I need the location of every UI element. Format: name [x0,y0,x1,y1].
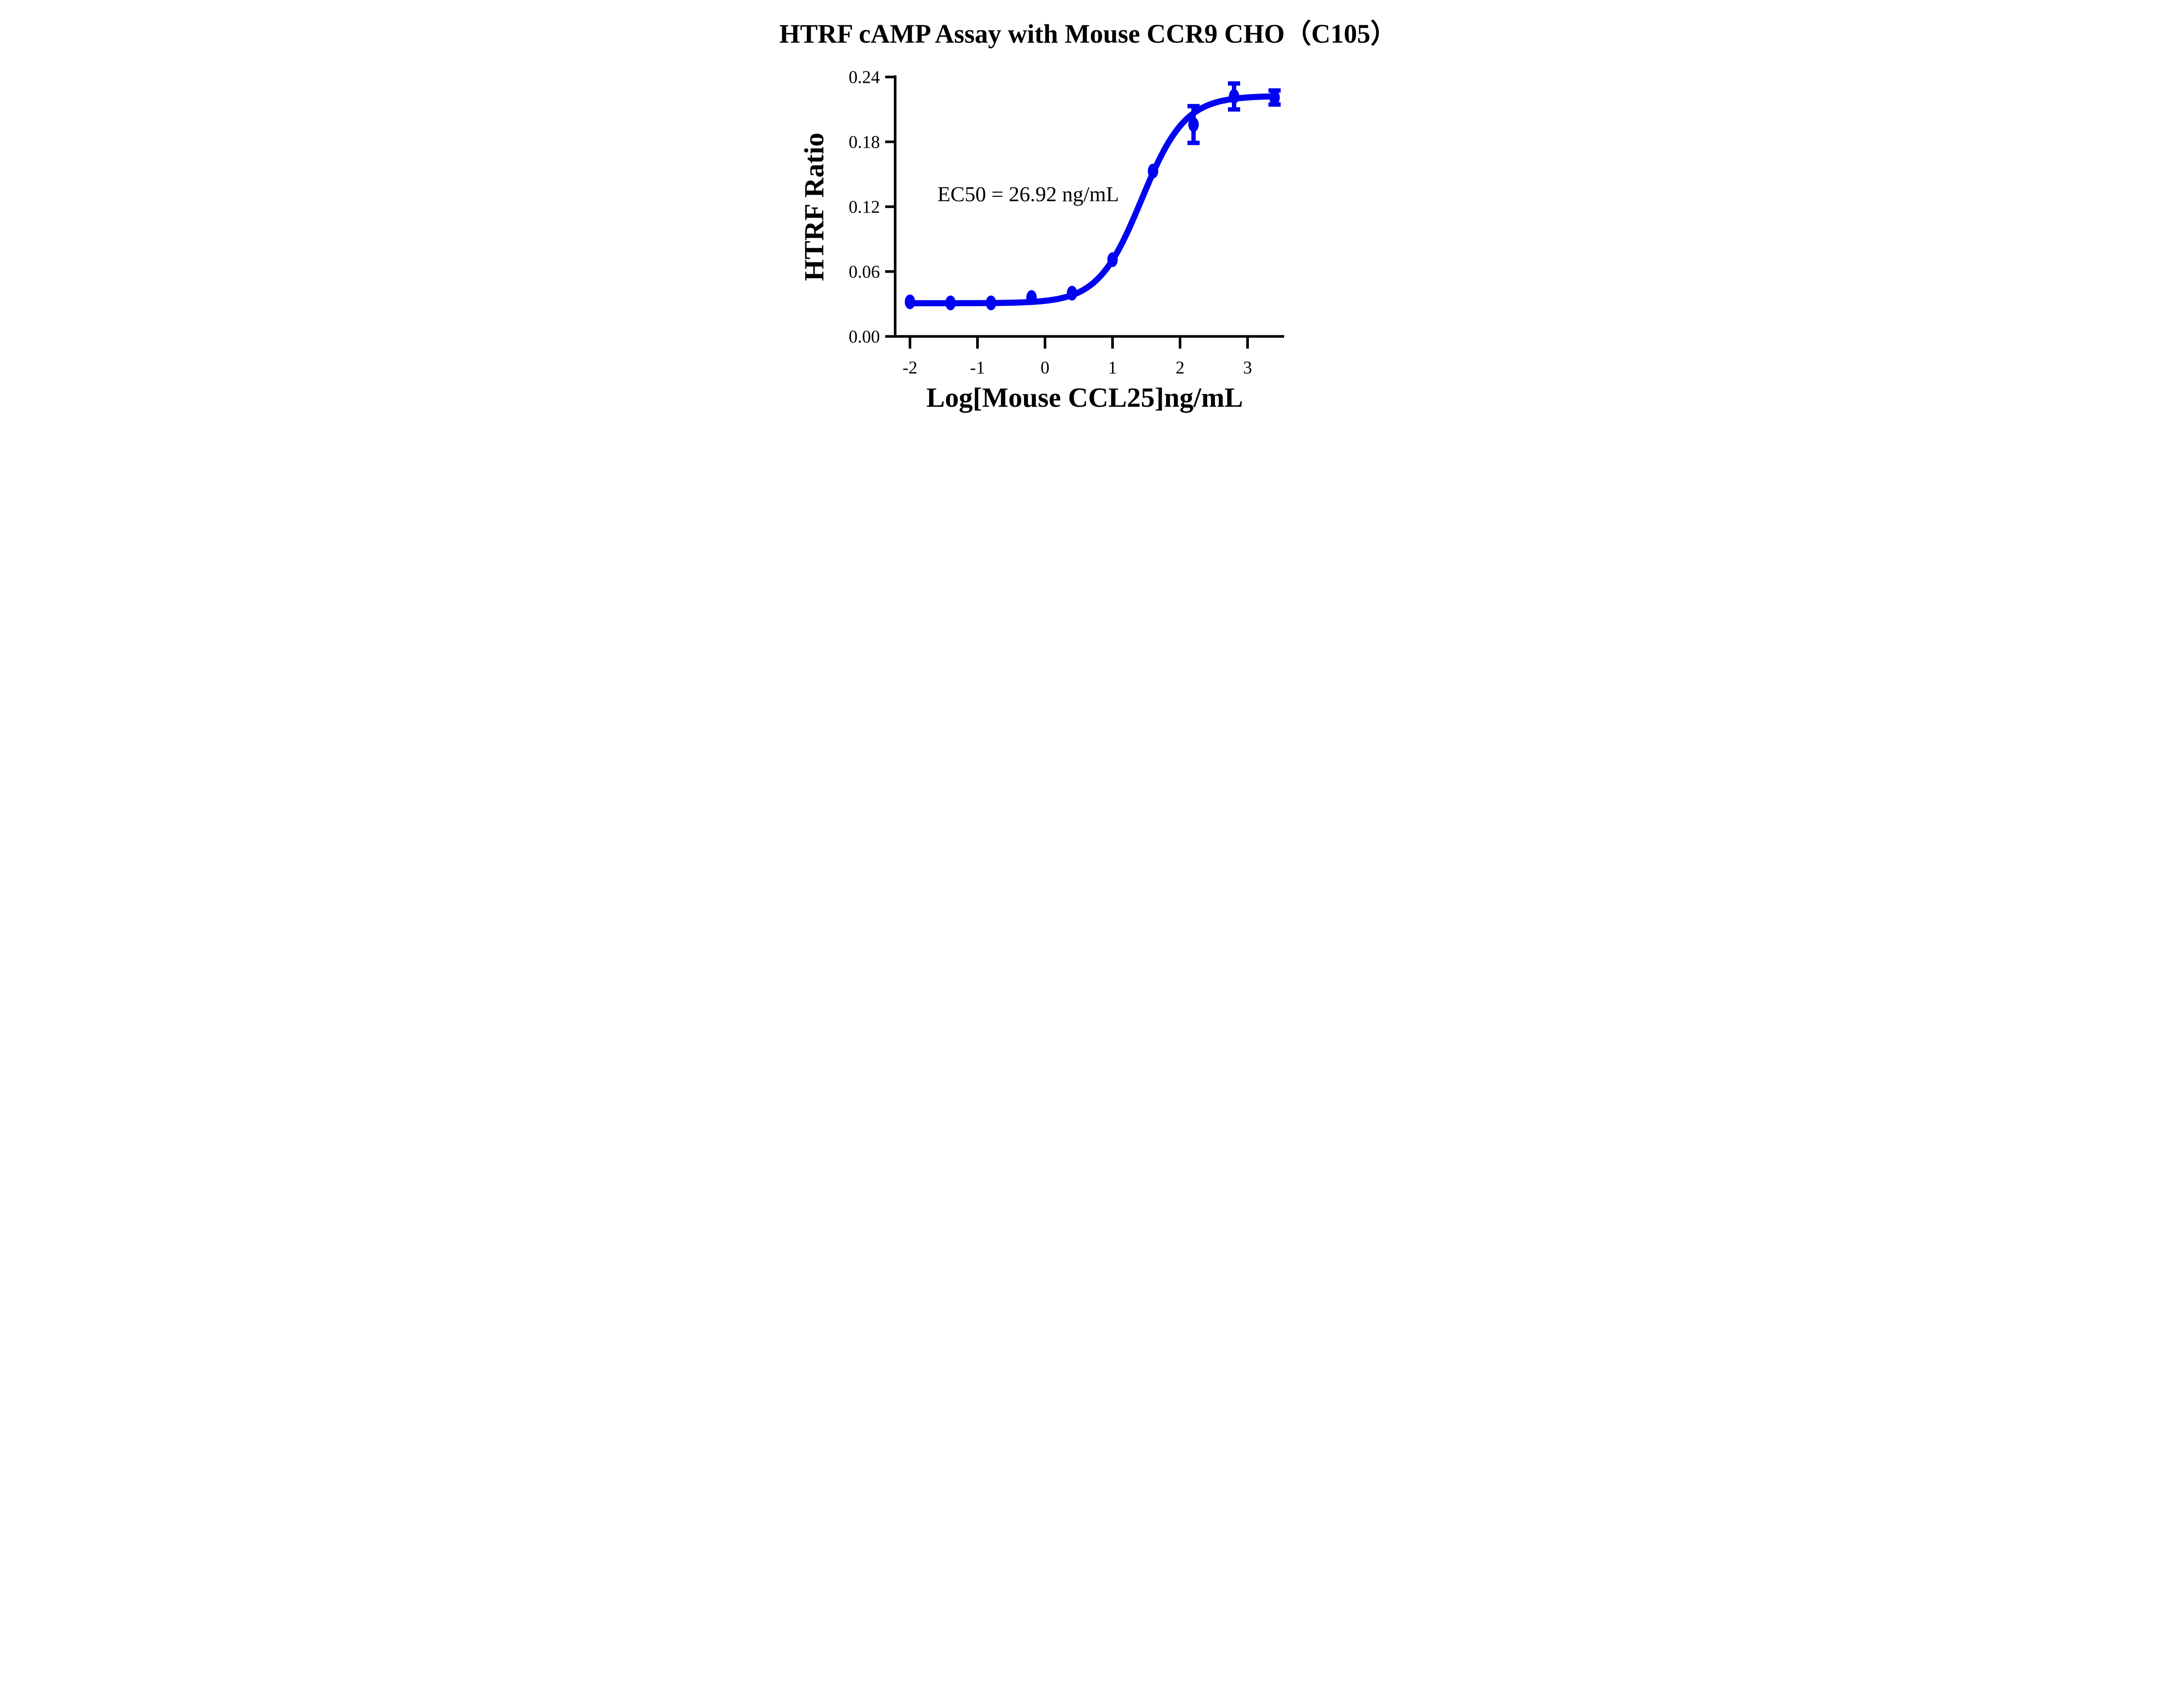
data-point-marker [1269,90,1280,105]
y-tick-label: 0.24 [849,67,880,87]
x-axis-label: Log[Mouse CCL25]ng/mL [926,382,1243,413]
y-axis-label: HTRF Ratio [798,133,829,281]
data-point-marker [1229,89,1239,104]
data-point-marker [905,294,915,310]
y-tick-label: 0.12 [849,197,880,217]
plot-area: -2 -1 0 1 2 3 0.00 0.06 0.12 0.18 0.24 [849,67,1284,378]
ec50-annotation: EC50 = 26.92 ng/mL [937,182,1119,206]
dose-response-chart: HTRF cAMP Assay with Mouse CCR9 CHO（C105… [779,19,1397,413]
x-tick-label: -1 [970,358,985,378]
data-point-marker [986,295,996,311]
x-tick-label: -2 [903,358,917,378]
figure-canvas: HTRF cAMP Assay with Mouse CCR9 CHO（C105… [775,0,1403,427]
data-point-marker [1067,286,1077,301]
data-point-marker [1026,290,1037,305]
data-point-marker [1188,117,1199,132]
y-tick-label: 0.18 [849,132,880,152]
data-point-marker [1148,163,1158,179]
data-point-marker [1107,252,1118,267]
x-tick-label: 1 [1108,358,1117,378]
y-tick-label: 0.06 [849,262,880,282]
x-tick-label: 3 [1243,358,1252,378]
x-tick-label: 0 [1041,358,1050,378]
x-tick-label: 2 [1176,358,1185,378]
fit-curve [905,93,1280,307]
y-tick-label: 0.00 [849,327,880,347]
chart-title: HTRF cAMP Assay with Mouse CCR9 CHO（C105… [779,19,1397,49]
data-point-marker [945,295,956,311]
